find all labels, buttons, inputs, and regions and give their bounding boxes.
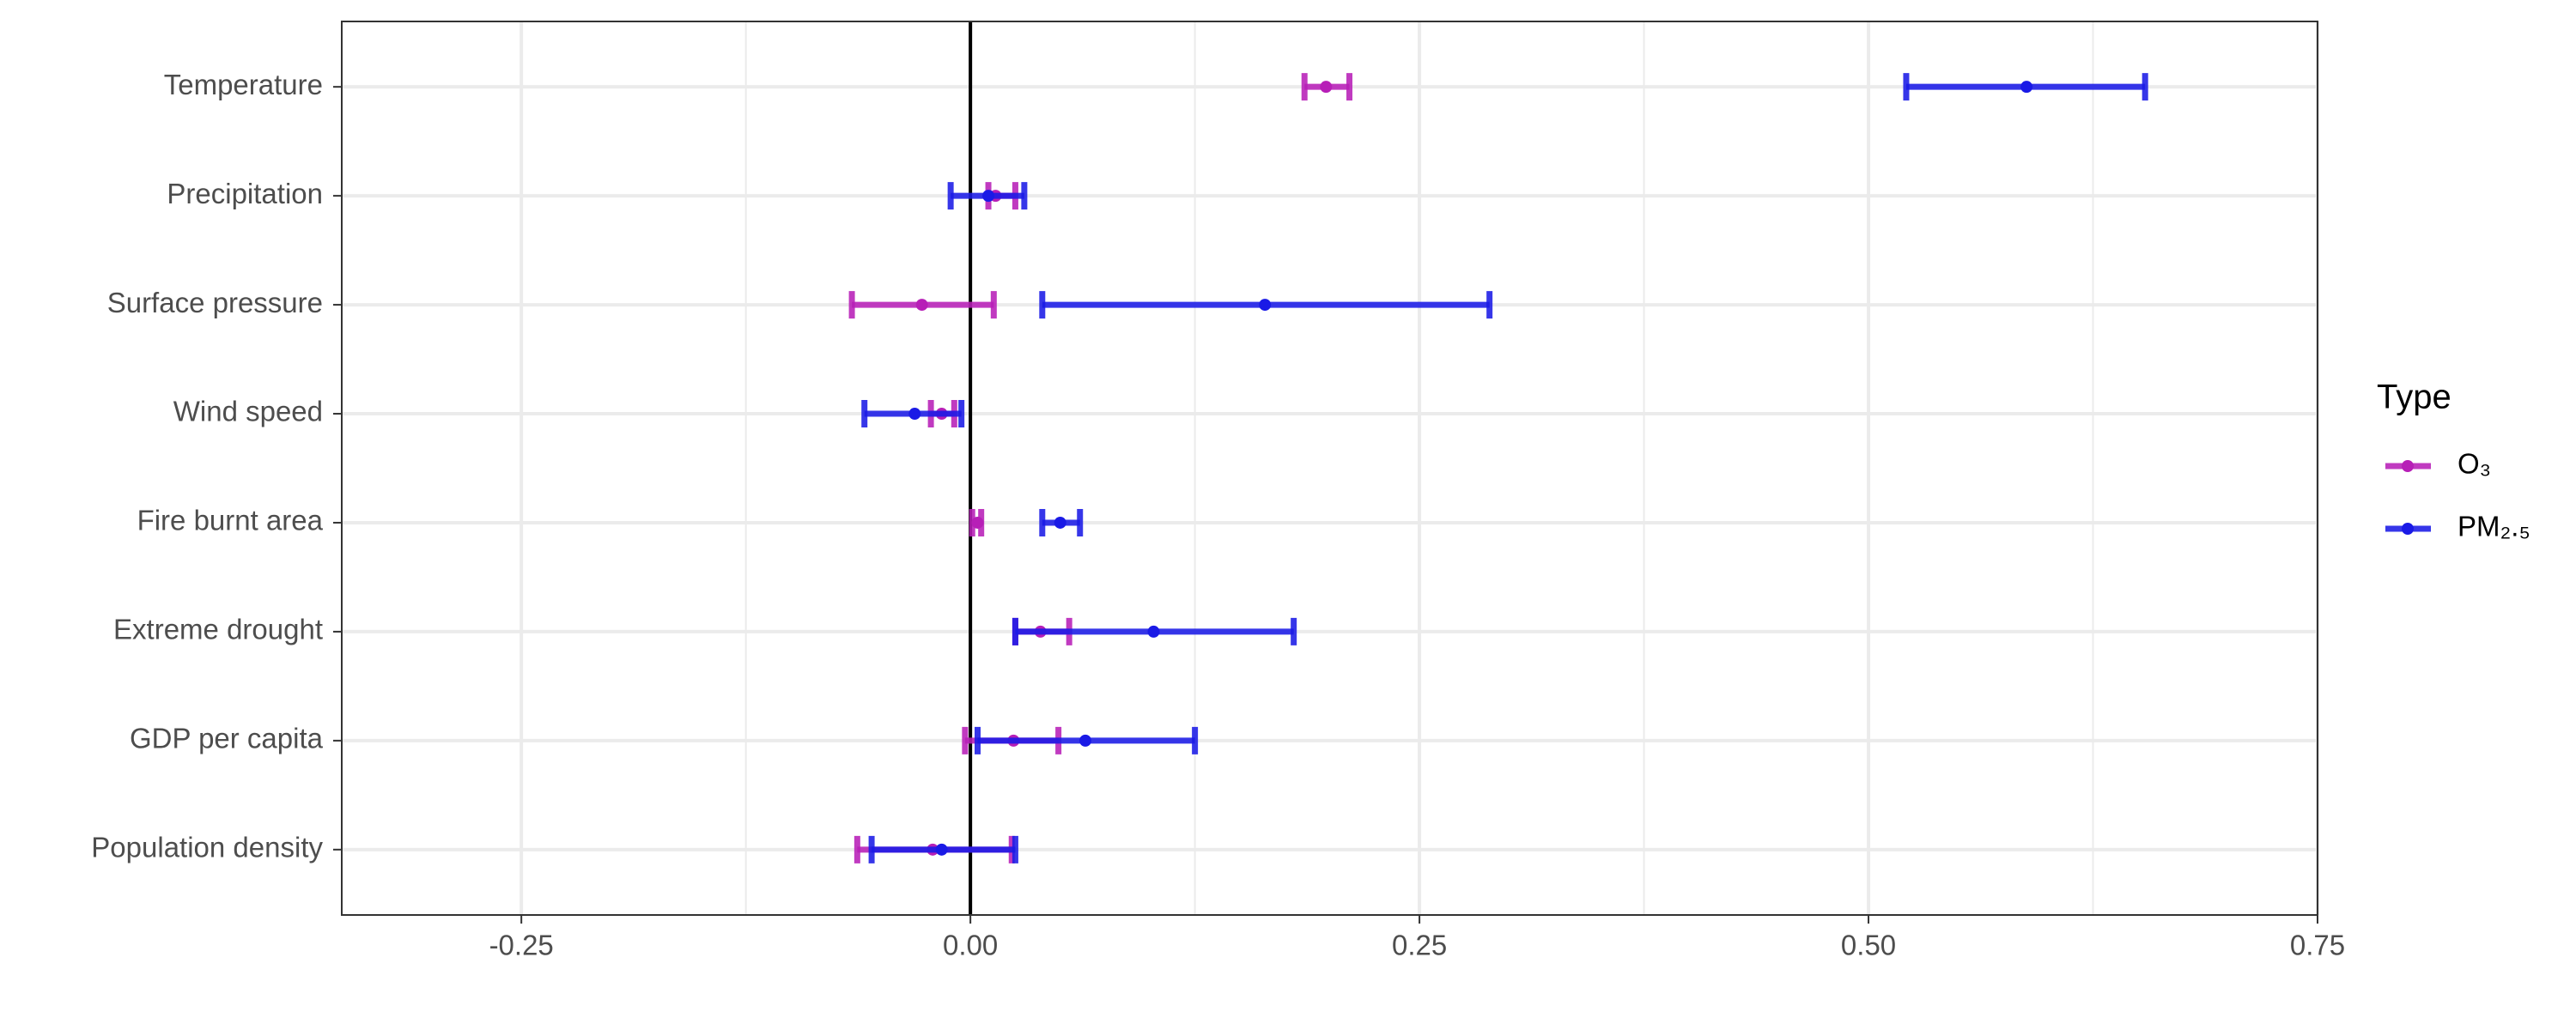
y-tick-label: Fire burnt area [137, 505, 324, 536]
x-tick-label: 0.75 [2290, 930, 2345, 961]
point [1079, 734, 1092, 747]
point [915, 299, 928, 312]
y-tick-label: Precipitation [167, 178, 323, 209]
point [935, 843, 948, 856]
point [1054, 516, 1066, 529]
legend-key-point [2402, 523, 2414, 535]
legend-key-point [2402, 460, 2414, 472]
x-tick-label: -0.25 [489, 930, 554, 961]
point [908, 408, 921, 421]
x-tick-label: 0.25 [1392, 930, 1447, 961]
point [1320, 81, 1333, 94]
y-tick-label: Extreme drought [113, 614, 323, 645]
legend-title: Type [2377, 379, 2451, 416]
point [982, 190, 995, 203]
point [1259, 299, 1272, 312]
legend-label: PM₂.₅ [2458, 511, 2530, 542]
plot-border [341, 21, 2318, 916]
x-tick-label: 0.00 [943, 930, 998, 961]
y-tick-label: Population density [91, 832, 323, 863]
y-tick-label: Surface pressure [107, 287, 323, 318]
y-tick-label: Temperature [164, 69, 323, 100]
point [1147, 625, 1160, 638]
point [971, 516, 984, 529]
legend-label: O₃ [2458, 448, 2491, 480]
point [2020, 81, 2033, 94]
y-tick-label: GDP per capita [130, 723, 324, 754]
x-tick-label: 0.50 [1841, 930, 1896, 961]
y-tick-label: Wind speed [173, 396, 323, 427]
